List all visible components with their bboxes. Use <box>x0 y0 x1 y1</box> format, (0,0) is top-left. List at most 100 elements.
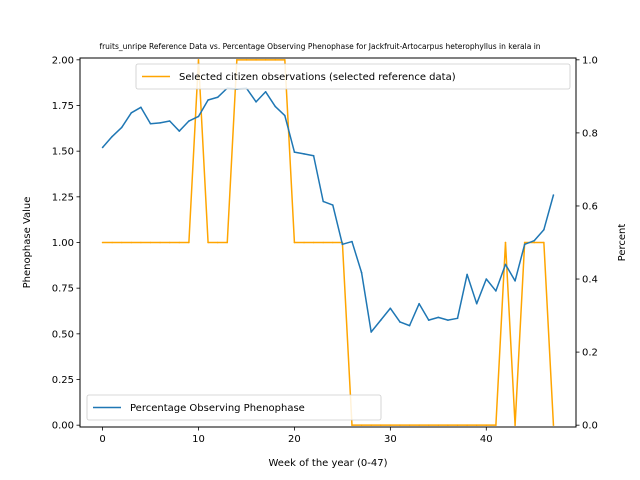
data-point <box>284 114 286 117</box>
y-left-tick-label: 0.25 <box>52 375 74 386</box>
legends: Percentage Observing Phenophase Selected … <box>86 63 571 421</box>
data-point <box>130 241 133 244</box>
legend-label: Percentage Observing Phenophase <box>130 403 305 414</box>
x-tick-label: 40 <box>480 434 493 445</box>
data-point <box>533 239 536 242</box>
data-point <box>140 241 142 244</box>
y-left-tick-label: 0.50 <box>52 329 74 340</box>
data-point <box>456 424 459 426</box>
data-point <box>399 424 401 426</box>
data-point <box>255 101 257 103</box>
selected-observations-line-points <box>101 59 555 426</box>
data-point <box>360 424 363 426</box>
data-point <box>485 278 488 280</box>
data-point <box>197 115 200 118</box>
data-point <box>140 106 142 109</box>
data-point <box>418 424 420 426</box>
data-point <box>293 241 296 244</box>
y-left-tick-label: 1.00 <box>52 238 74 249</box>
data-point <box>389 307 392 310</box>
data-point <box>341 243 344 246</box>
data-point <box>552 194 555 196</box>
legend-selected-observations: Selected citizen observations (selected … <box>135 63 571 90</box>
data-point <box>504 241 507 244</box>
data-point <box>120 126 123 129</box>
data-point <box>543 241 545 244</box>
data-point <box>255 59 257 61</box>
data-point <box>188 241 190 244</box>
data-point <box>236 59 238 61</box>
data-point <box>207 99 209 101</box>
data-point <box>523 243 526 246</box>
legend-percentage-observing: Percentage Observing Phenophase <box>86 394 382 421</box>
data-point <box>504 263 507 266</box>
y-axis-left: 0.00 0.25 0.50 0.75 1.00 1.25 1.50 1.75 2.00 <box>52 55 80 432</box>
x-tick-label: 30 <box>384 434 397 445</box>
y-left-tick-label: 1.25 <box>52 192 74 203</box>
data-point <box>274 59 277 61</box>
data-point <box>264 90 267 93</box>
y-right-tick-label: 0.2 <box>582 348 598 359</box>
y-right-tick-label: 1.0 <box>582 55 598 66</box>
data-point <box>111 241 113 244</box>
data-point <box>120 241 123 244</box>
data-point <box>370 424 372 426</box>
data-point <box>523 241 526 244</box>
chart-title: fruits_unripe Reference Data vs. Percent… <box>99 42 540 51</box>
y-left-tick-label: 1.75 <box>52 101 74 112</box>
data-point <box>514 424 516 426</box>
percentage-observing-line-points <box>101 87 555 333</box>
data-point <box>322 241 325 244</box>
data-point <box>389 424 392 426</box>
data-point <box>370 331 372 333</box>
data-point <box>178 241 181 244</box>
data-point <box>130 112 133 114</box>
data-point <box>437 424 440 426</box>
data-point <box>475 302 478 305</box>
data-point <box>485 424 488 426</box>
data-point <box>207 241 209 244</box>
percentage-observing-line <box>101 87 555 333</box>
y-right-tick-label: 0.4 <box>582 275 598 286</box>
data-point <box>149 122 152 125</box>
data-point <box>456 317 459 320</box>
data-point <box>466 424 468 426</box>
data-point <box>379 424 382 426</box>
data-point <box>447 424 449 426</box>
data-point <box>111 135 113 138</box>
data-point <box>427 424 430 426</box>
x-tick-label: 20 <box>288 434 301 445</box>
legend-label: Selected citizen observations (selected … <box>179 72 456 83</box>
data-point <box>514 280 516 282</box>
y-axis-right: 0.0 0.2 0.4 0.6 0.8 1.0 <box>576 55 598 432</box>
data-point <box>101 146 104 149</box>
plot-lines <box>101 59 555 426</box>
y-right-tick-label: 0.0 <box>582 421 598 432</box>
data-point <box>101 241 104 244</box>
data-point <box>495 290 497 292</box>
data-point <box>264 59 267 61</box>
y-right-tick-label: 0.6 <box>582 201 598 212</box>
data-point <box>312 241 315 244</box>
x-axis-label: Week of the year (0-47) <box>269 458 388 469</box>
x-axis: 0 10 20 30 40 <box>99 427 493 445</box>
data-point <box>418 302 420 305</box>
data-point <box>159 122 161 124</box>
y-axis-left-label: Phenophase Value <box>22 197 33 289</box>
data-point <box>437 316 440 319</box>
data-point <box>216 241 219 244</box>
data-point <box>303 153 305 155</box>
data-point <box>408 424 411 426</box>
x-tick-label: 10 <box>192 434 205 445</box>
data-point <box>360 271 363 274</box>
data-point <box>284 59 286 61</box>
data-point <box>466 273 468 276</box>
data-point <box>351 240 353 243</box>
data-point <box>293 151 296 153</box>
data-point <box>533 241 536 244</box>
data-point <box>197 59 200 61</box>
data-point <box>168 241 171 244</box>
selected-observations-line <box>102 59 555 426</box>
data-point <box>159 241 161 244</box>
